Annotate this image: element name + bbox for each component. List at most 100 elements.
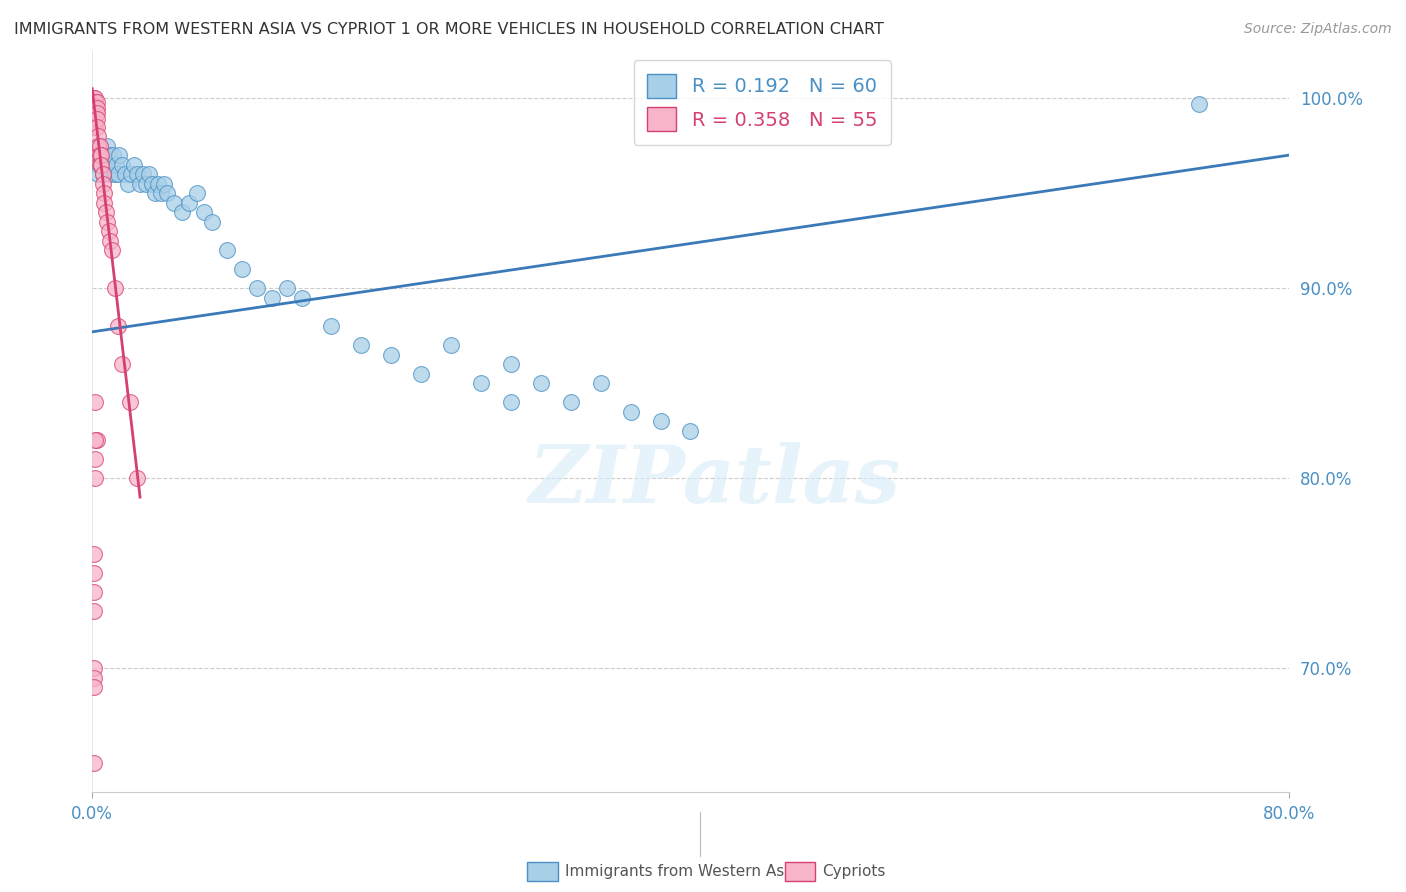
Point bbox=[108, 148, 131, 162]
Point bbox=[620, 404, 643, 418]
Point bbox=[84, 433, 107, 447]
Point bbox=[146, 177, 169, 191]
Point bbox=[111, 158, 134, 172]
Point bbox=[104, 281, 127, 295]
Point bbox=[260, 291, 283, 305]
Point bbox=[101, 148, 124, 162]
Point bbox=[93, 148, 115, 162]
Point bbox=[93, 195, 115, 210]
Point bbox=[83, 95, 105, 109]
Point bbox=[84, 148, 107, 162]
Point bbox=[132, 167, 155, 181]
Point bbox=[100, 243, 122, 257]
Point bbox=[84, 395, 107, 409]
Point bbox=[87, 148, 110, 162]
Point bbox=[83, 103, 105, 117]
Point bbox=[91, 167, 114, 181]
Point bbox=[90, 148, 112, 162]
Point bbox=[589, 376, 612, 391]
Point bbox=[84, 471, 107, 485]
Point bbox=[679, 424, 702, 438]
Point bbox=[86, 101, 108, 115]
Point bbox=[149, 186, 172, 201]
Point bbox=[440, 338, 463, 352]
Point bbox=[86, 433, 108, 447]
Point bbox=[87, 129, 110, 144]
Point bbox=[97, 224, 120, 238]
Point bbox=[84, 103, 107, 117]
Point bbox=[86, 158, 108, 172]
Point bbox=[83, 120, 105, 134]
Point bbox=[83, 106, 105, 120]
Point bbox=[83, 671, 105, 685]
Point bbox=[107, 167, 129, 181]
Point bbox=[84, 95, 107, 109]
Point bbox=[84, 110, 107, 124]
Point bbox=[89, 148, 111, 162]
Point bbox=[100, 158, 122, 172]
Point bbox=[163, 195, 186, 210]
Point bbox=[84, 99, 107, 113]
Point bbox=[470, 376, 492, 391]
Point bbox=[201, 214, 224, 228]
Point bbox=[156, 186, 179, 201]
Point bbox=[84, 452, 107, 467]
Point bbox=[89, 138, 111, 153]
Point bbox=[83, 585, 105, 599]
Point bbox=[86, 112, 108, 126]
Point bbox=[276, 281, 298, 295]
Point bbox=[98, 234, 121, 248]
Point bbox=[179, 195, 201, 210]
Point bbox=[290, 291, 312, 305]
Point bbox=[98, 167, 121, 181]
Point bbox=[153, 177, 176, 191]
Point bbox=[499, 395, 522, 409]
Point bbox=[111, 357, 134, 371]
Point bbox=[94, 205, 117, 219]
Point bbox=[499, 357, 522, 371]
Text: Source: ZipAtlas.com: Source: ZipAtlas.com bbox=[1244, 22, 1392, 37]
Point bbox=[321, 319, 343, 334]
Point bbox=[91, 167, 114, 181]
Point bbox=[141, 177, 163, 191]
Point bbox=[1188, 96, 1211, 111]
Point bbox=[89, 158, 111, 172]
Point bbox=[83, 680, 105, 694]
Point bbox=[118, 395, 141, 409]
Point bbox=[91, 177, 114, 191]
Legend: R = 0.192   N = 60, R = 0.358   N = 55: R = 0.192 N = 60, R = 0.358 N = 55 bbox=[634, 61, 891, 145]
Point bbox=[83, 114, 105, 128]
Point bbox=[107, 319, 129, 334]
Text: Immigrants from Western Asia: Immigrants from Western Asia bbox=[565, 864, 799, 879]
Point bbox=[86, 95, 108, 109]
Point bbox=[94, 158, 117, 172]
Point bbox=[96, 138, 118, 153]
Point bbox=[104, 167, 127, 181]
Point bbox=[350, 338, 373, 352]
Point bbox=[114, 167, 136, 181]
Point bbox=[90, 158, 112, 172]
Point bbox=[125, 167, 148, 181]
Point bbox=[138, 167, 160, 181]
Point bbox=[231, 262, 253, 277]
Text: ZIPatlas: ZIPatlas bbox=[529, 442, 900, 519]
Point bbox=[83, 91, 105, 105]
Text: Cypriots: Cypriots bbox=[823, 864, 886, 879]
Point bbox=[86, 120, 108, 134]
Point bbox=[89, 138, 111, 153]
Point bbox=[93, 186, 115, 201]
Point bbox=[97, 148, 120, 162]
Point bbox=[215, 243, 238, 257]
Point bbox=[105, 158, 128, 172]
Point bbox=[84, 120, 107, 134]
Point bbox=[411, 367, 433, 381]
Point bbox=[87, 167, 110, 181]
Point bbox=[83, 566, 105, 581]
Point bbox=[122, 158, 145, 172]
Point bbox=[186, 186, 208, 201]
Point bbox=[125, 471, 148, 485]
Point bbox=[83, 756, 105, 770]
Text: IMMIGRANTS FROM WESTERN ASIA VS CYPRIOT 1 OR MORE VEHICLES IN HOUSEHOLD CORRELAT: IMMIGRANTS FROM WESTERN ASIA VS CYPRIOT … bbox=[14, 22, 884, 37]
Point bbox=[170, 205, 193, 219]
Point bbox=[83, 99, 105, 113]
